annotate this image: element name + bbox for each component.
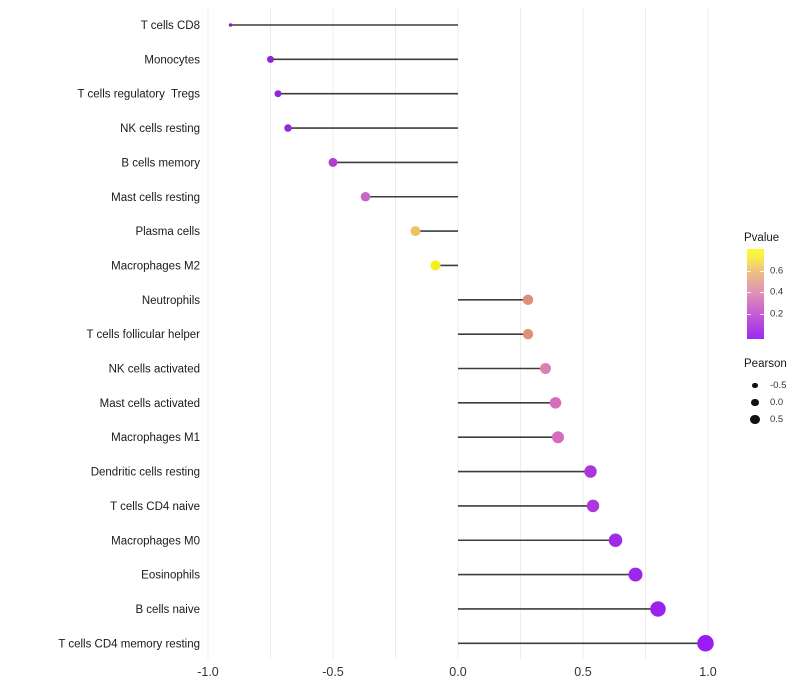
y-axis-label: T cells follicular helper — [86, 329, 200, 341]
pvalue-tick-mark — [760, 313, 764, 315]
lollipop-row — [458, 294, 534, 306]
pearson-size-dot — [752, 382, 758, 389]
data-point — [522, 328, 534, 340]
lollipop-row — [458, 363, 551, 374]
data-point — [410, 226, 421, 237]
y-axis-label: Plasma cells — [135, 226, 200, 238]
x-axis-labels: -1.0 -0.5 0.0 0.5 1.0 — [197, 665, 717, 679]
pvalue-tick-mark — [760, 271, 764, 272]
y-axis-label: NK cells activated — [109, 364, 200, 376]
pearson-dot-cell — [744, 382, 766, 389]
lollipop-row — [458, 397, 562, 409]
y-axis-label: NK cells resting — [120, 123, 200, 135]
x-axis-label: -1.0 — [197, 665, 219, 679]
pearson-legend: Pearson -0.5 0.0 0.5 — [744, 358, 800, 428]
lollipop-row — [458, 601, 666, 617]
y-axis-label: T cells regulatory Tregs — [77, 89, 200, 101]
pvalue-tick-label: 0.2 — [770, 308, 784, 319]
pvalue-tick-mark — [747, 271, 751, 272]
pvalue-colorbar-wrap: 0.6 0.4 0.2 — [744, 249, 800, 341]
y-axis-label: T cells CD4 memory resting — [58, 638, 200, 650]
lollipop-row — [228, 23, 458, 27]
y-axis-label: Eosinophils — [141, 570, 200, 582]
x-axis-label: 1.0 — [699, 665, 716, 679]
pvalue-tick-label: 0.4 — [770, 286, 784, 298]
pearson-size-label: 0.5 — [770, 414, 784, 425]
pvalue-tick-label: 0.6 — [770, 265, 784, 277]
data-point — [608, 533, 623, 547]
lollipop-row — [458, 431, 564, 444]
data-point — [584, 465, 597, 478]
pvalue-tick-mark — [747, 313, 751, 315]
data-point — [522, 294, 534, 306]
lollipop-rows — [228, 23, 714, 652]
data-point — [586, 499, 600, 513]
y-axis-label: T cells CD4 naive — [110, 501, 200, 513]
y-axis-label: Macrophages M0 — [111, 535, 200, 547]
data-point — [360, 192, 371, 202]
pearson-legend-item: 0.5 — [744, 411, 800, 428]
y-axis-labels: T cells CD8 Monocytes T cells regulatory T… — [58, 20, 200, 650]
pearson-legend-item: -0.5 — [744, 377, 800, 394]
data-point — [284, 124, 292, 132]
x-axis-label: 0.0 — [449, 665, 466, 679]
lollipop-row — [430, 260, 458, 271]
lollipop-row — [458, 499, 600, 513]
y-axis-label: B cells naive — [135, 604, 200, 616]
y-axis-label: Macrophages M1 — [111, 432, 200, 444]
pearson-size-label: 0.0 — [770, 397, 784, 408]
data-point — [540, 363, 551, 374]
data-point — [328, 157, 338, 167]
pearson-legend-item: 0.0 — [744, 394, 800, 411]
pearson-legend-items: -0.5 0.0 0.5 — [744, 377, 800, 428]
pearson-dot-cell — [744, 398, 766, 407]
y-axis-label: B cells memory — [121, 157, 200, 169]
lollipop-row — [458, 567, 643, 582]
data-point — [628, 567, 643, 582]
gridlines — [207, 7, 709, 659]
lollipop-row — [458, 328, 534, 340]
pearson-dot-cell — [744, 414, 766, 425]
y-axis-label: Mast cells activated — [100, 398, 200, 410]
y-axis-label: Monocytes — [144, 54, 200, 66]
y-axis-label: Dendritic cells resting — [91, 467, 200, 479]
pearson-size-dot — [751, 398, 759, 407]
lollipop-row — [410, 226, 458, 237]
pvalue-tick-mark — [760, 292, 764, 293]
data-point — [549, 397, 562, 409]
data-point — [267, 55, 274, 63]
lollipop-row — [360, 192, 458, 202]
pearson-size-dot — [750, 414, 760, 425]
y-axis-label: T cells CD8 — [141, 20, 200, 32]
lollipop-row — [274, 90, 458, 98]
y-axis-label: Macrophages M2 — [111, 260, 200, 272]
lollipop-row — [458, 533, 623, 547]
lollipop-row — [458, 465, 597, 478]
data-point — [552, 431, 564, 444]
data-point — [228, 23, 233, 27]
y-axis-label: Neutrophils — [142, 295, 200, 307]
lollipop-row — [267, 55, 458, 63]
x-axis-label: 0.5 — [574, 665, 591, 679]
lollipop-row — [328, 157, 458, 167]
pvalue-colorbar — [747, 249, 764, 339]
pvalue-legend-title: Pvalue — [744, 232, 780, 244]
pearson-legend-title: Pearson — [744, 358, 787, 370]
pvalue-legend: Pvalue 0.6 0.4 0.2 — [744, 232, 800, 341]
data-point — [697, 635, 714, 652]
pvalue-tick-mark — [747, 292, 751, 293]
data-point — [430, 260, 441, 271]
data-point — [650, 601, 666, 617]
data-point — [274, 90, 282, 98]
y-axis-label: Mast cells resting — [111, 192, 200, 204]
lollipop-row — [458, 635, 714, 652]
pearson-size-label: -0.5 — [770, 380, 787, 391]
lollipop-row — [284, 124, 458, 132]
x-axis-label: -0.5 — [322, 665, 344, 679]
